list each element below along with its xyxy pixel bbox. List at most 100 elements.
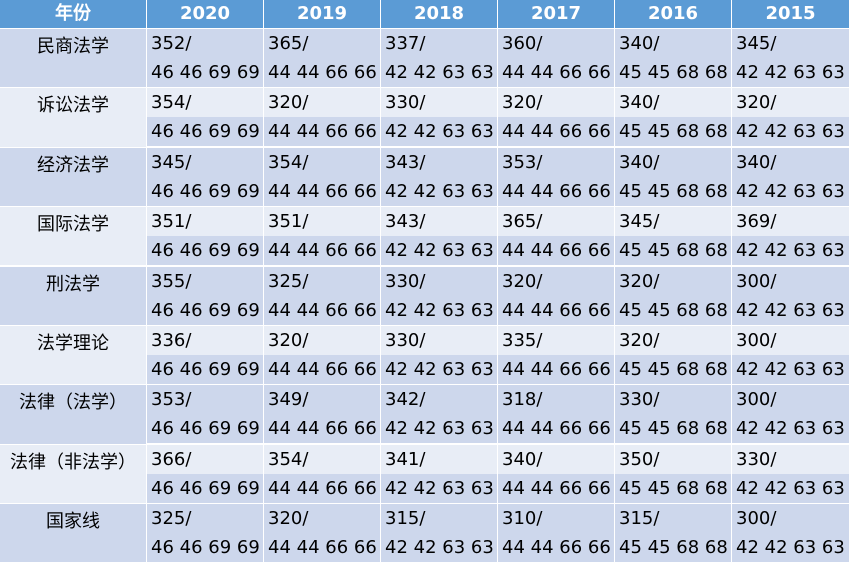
score-cell: 315/45 45 68 68 — [615, 504, 731, 562]
total-score: 354/ — [264, 444, 380, 474]
subject-scores: 44 44 66 66 — [264, 414, 380, 444]
total-score: 318/ — [498, 385, 614, 415]
subject-scores: 46 46 69 69 — [147, 414, 263, 444]
score-cell: 343/42 42 63 63 — [381, 207, 497, 266]
total-score: 330/ — [381, 326, 497, 355]
subject-scores: 44 44 66 66 — [498, 176, 614, 206]
total-score: 335/ — [498, 326, 614, 355]
total-score: 365/ — [264, 29, 380, 58]
subject-scores: 42 42 63 63 — [381, 533, 497, 562]
score-cell: 320/44 44 66 66 — [498, 88, 614, 147]
score-cell: 340/45 45 68 68 — [615, 29, 731, 87]
score-cell: 345/42 42 63 63 — [732, 29, 849, 87]
total-score: 330/ — [381, 88, 497, 118]
subject-scores: 42 42 63 63 — [381, 117, 497, 147]
subject-scores: 42 42 63 63 — [732, 117, 849, 147]
subject-scores: 42 42 63 63 — [732, 58, 849, 87]
score-cell: 300/42 42 63 63 — [732, 326, 849, 384]
subject-scores: 44 44 66 66 — [498, 295, 614, 325]
total-score: 330/ — [732, 444, 849, 474]
total-score: 352/ — [147, 29, 263, 58]
score-cell: 320/45 45 68 68 — [615, 266, 731, 325]
subject-scores: 45 45 68 68 — [615, 236, 731, 266]
total-score: 300/ — [732, 385, 849, 415]
subject-scores: 46 46 69 69 — [147, 355, 263, 384]
subject-scores: 44 44 66 66 — [264, 117, 380, 147]
row-label: 国际法学 — [0, 207, 146, 266]
subject-scores: 45 45 68 68 — [615, 295, 731, 325]
total-score: 330/ — [381, 266, 497, 296]
subject-scores: 42 42 63 63 — [732, 236, 849, 266]
score-cell: 340/42 42 63 63 — [732, 147, 849, 206]
total-score: 320/ — [615, 266, 731, 296]
total-score: 325/ — [147, 504, 263, 534]
total-score: 354/ — [147, 88, 263, 118]
score-cell: 353/46 46 69 69 — [147, 385, 263, 444]
score-cell: 340/44 44 66 66 — [498, 444, 614, 503]
total-score: 320/ — [264, 504, 380, 534]
total-score: 340/ — [615, 147, 731, 177]
subject-scores: 45 45 68 68 — [615, 355, 731, 384]
subject-scores: 42 42 63 63 — [732, 533, 849, 562]
total-score: 320/ — [498, 266, 614, 296]
row-label: 刑法学 — [0, 266, 146, 325]
total-score: 366/ — [147, 444, 263, 474]
score-cell: 320/44 44 66 66 — [264, 88, 380, 147]
score-cell: 330/42 42 63 63 — [381, 266, 497, 325]
subject-scores: 44 44 66 66 — [498, 236, 614, 266]
subject-scores: 44 44 66 66 — [498, 117, 614, 147]
subject-scores: 44 44 66 66 — [264, 236, 380, 266]
subject-scores: 44 44 66 66 — [264, 295, 380, 325]
total-score: 354/ — [264, 147, 380, 177]
subject-scores: 44 44 66 66 — [264, 355, 380, 384]
total-score: 340/ — [615, 88, 731, 118]
score-cell: 351/46 46 69 69 — [147, 207, 263, 266]
score-cell: 351/44 44 66 66 — [264, 207, 380, 266]
score-cell: 354/44 44 66 66 — [264, 444, 380, 503]
subject-scores: 44 44 66 66 — [264, 533, 380, 562]
row-label: 法学理论 — [0, 326, 146, 385]
subject-scores: 44 44 66 66 — [498, 533, 614, 562]
score-cell: 320/42 42 63 63 — [732, 88, 849, 147]
score-cell: 325/46 46 69 69 — [147, 504, 263, 562]
total-score: 310/ — [498, 504, 614, 534]
subject-scores: 44 44 66 66 — [498, 473, 614, 503]
score-cell: 336/46 46 69 69 — [147, 326, 263, 384]
row-label: 经济法学 — [0, 147, 146, 207]
header-cell: 年份 — [0, 0, 146, 28]
header-cell: 2015 — [732, 0, 849, 28]
score-cell: 365/44 44 66 66 — [498, 207, 614, 266]
score-cell: 310/44 44 66 66 — [498, 504, 614, 562]
subject-scores: 42 42 63 63 — [381, 236, 497, 266]
header-cell: 2017 — [498, 0, 614, 28]
total-score: 345/ — [147, 147, 263, 177]
total-score: 300/ — [732, 504, 849, 534]
subject-scores: 45 45 68 68 — [615, 176, 731, 206]
row-label: 法律（法学） — [0, 385, 146, 444]
score-cell: 320/44 44 66 66 — [264, 504, 380, 562]
score-cell: 353/44 44 66 66 — [498, 147, 614, 206]
score-cell: 360/44 44 66 66 — [498, 29, 614, 87]
total-score: 355/ — [147, 266, 263, 296]
score-cell: 349/44 44 66 66 — [264, 385, 380, 444]
score-cell: 369/42 42 63 63 — [732, 207, 849, 266]
subject-scores: 46 46 69 69 — [147, 58, 263, 87]
score-cell: 337/42 42 63 63 — [381, 29, 497, 87]
header-cell: 2018 — [381, 0, 497, 28]
total-score: 320/ — [615, 326, 731, 355]
score-cell: 318/44 44 66 66 — [498, 385, 614, 444]
score-cell: 320/44 44 66 66 — [264, 326, 380, 384]
total-score: 351/ — [147, 207, 263, 237]
score-cell: 300/42 42 63 63 — [732, 385, 849, 444]
subject-scores: 42 42 63 63 — [732, 295, 849, 325]
subject-scores: 46 46 69 69 — [147, 176, 263, 206]
score-cell: 342/42 42 63 63 — [381, 385, 497, 444]
total-score: 320/ — [264, 326, 380, 355]
total-score: 342/ — [381, 385, 497, 415]
row-label: 诉讼法学 — [0, 88, 146, 147]
subject-scores: 44 44 66 66 — [264, 473, 380, 503]
subject-scores: 46 46 69 69 — [147, 473, 263, 503]
total-score: 320/ — [732, 88, 849, 118]
total-score: 336/ — [147, 326, 263, 355]
